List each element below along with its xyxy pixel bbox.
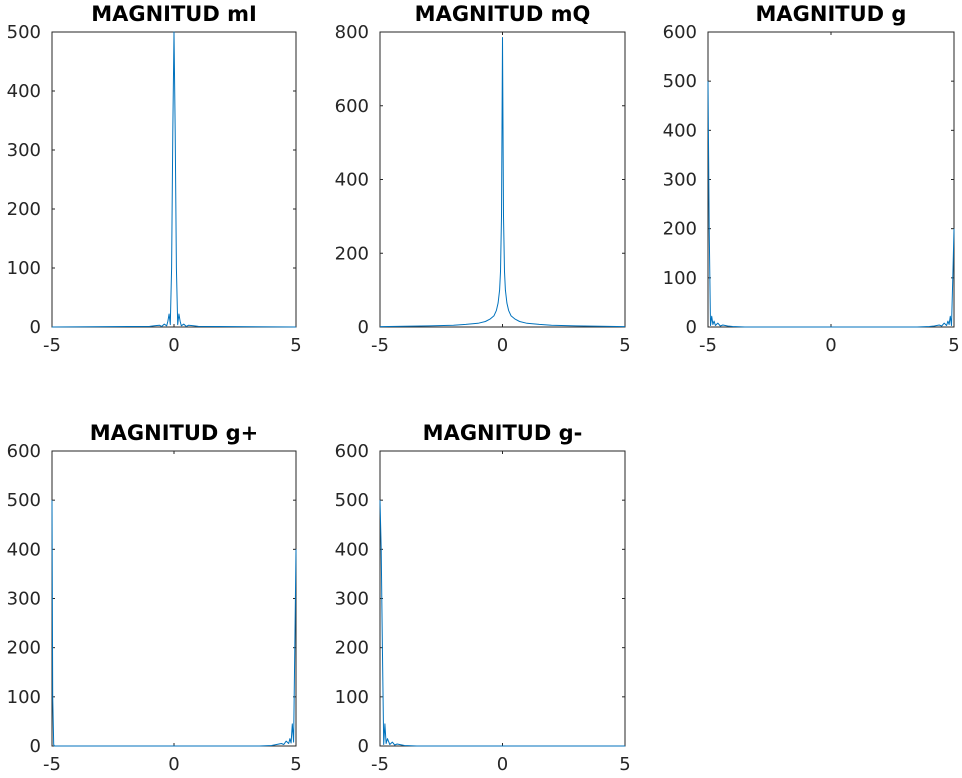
y-tick-label: 400 <box>663 120 697 141</box>
y-tick-label: 400 <box>335 539 369 560</box>
y-tick-label: 500 <box>663 71 697 92</box>
y-tick-label: 500 <box>7 22 41 43</box>
series-line-1 <box>707 81 955 328</box>
y-tick-label: 400 <box>335 170 369 191</box>
y-tick-label: 0 <box>358 736 369 757</box>
x-tick-label: 0 <box>497 754 508 775</box>
axes-frame <box>51 31 297 328</box>
y-tick-label: 300 <box>7 140 41 161</box>
axes-frame <box>51 450 297 747</box>
y-tick-label: 300 <box>335 589 369 610</box>
y-tick-label: 800 <box>335 22 369 43</box>
y-tick-label: 0 <box>686 317 697 338</box>
y-tick-label: 100 <box>7 687 41 708</box>
y-tick-label: 0 <box>30 317 41 338</box>
series-line-1 <box>51 500 297 747</box>
y-tick-label: 100 <box>335 687 369 708</box>
y-tick-label: 500 <box>7 490 41 511</box>
y-tick-label: 0 <box>30 736 41 757</box>
x-tick-label: 0 <box>497 335 508 356</box>
subplot-title: MAGNITUD mQ <box>415 2 591 26</box>
subplot-title: MAGNITUD mI <box>91 2 257 26</box>
subplot-title: MAGNITUD g+ <box>90 421 259 445</box>
y-tick-label: 300 <box>7 589 41 610</box>
y-tick-label: 100 <box>7 258 41 279</box>
y-tick-label: 600 <box>7 441 41 462</box>
x-tick-label: 5 <box>948 335 959 356</box>
series-line-1 <box>51 31 297 328</box>
y-tick-label: 200 <box>663 219 697 240</box>
subplot-title: MAGNITUD g- <box>423 421 583 445</box>
x-tick-label: 0 <box>168 754 179 775</box>
x-tick-label: 5 <box>619 754 630 775</box>
x-tick-label: 0 <box>168 335 179 356</box>
y-tick-label: 400 <box>7 539 41 560</box>
y-tick-label: 200 <box>335 638 369 659</box>
x-tick-label: 5 <box>290 754 301 775</box>
y-tick-label: 200 <box>7 199 41 220</box>
y-tick-label: 300 <box>663 170 697 191</box>
series-line-1 <box>379 37 626 328</box>
x-tick-label: -5 <box>699 335 717 356</box>
series-line-1 <box>379 500 625 747</box>
y-tick-label: 600 <box>663 22 697 43</box>
x-tick-label: -5 <box>371 754 389 775</box>
x-tick-label: 0 <box>825 335 836 356</box>
y-tick-label: 100 <box>663 268 697 289</box>
y-tick-label: 200 <box>7 638 41 659</box>
y-tick-label: 600 <box>335 441 369 462</box>
y-tick-label: 400 <box>7 81 41 102</box>
y-tick-label: 500 <box>335 490 369 511</box>
y-tick-label: 0 <box>358 317 369 338</box>
x-tick-label: 5 <box>290 335 301 356</box>
x-tick-label: -5 <box>43 335 61 356</box>
y-tick-label: 600 <box>335 96 369 117</box>
axes-frame <box>379 450 626 747</box>
x-tick-label: -5 <box>371 335 389 356</box>
y-tick-label: 200 <box>335 243 369 264</box>
x-tick-label: -5 <box>43 754 61 775</box>
x-tick-label: 5 <box>619 335 630 356</box>
axes-frame <box>707 31 955 328</box>
subplot-title: MAGNITUD g <box>756 2 907 26</box>
